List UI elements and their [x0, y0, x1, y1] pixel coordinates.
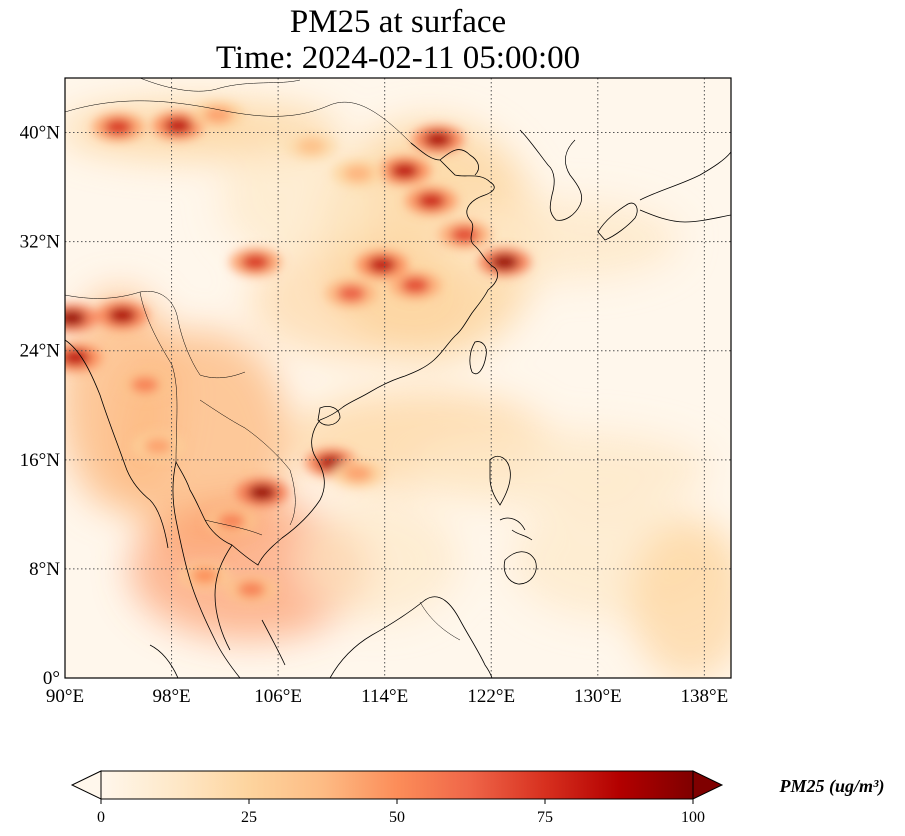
hainan-island — [317, 406, 341, 426]
longitude-tick-label: 114°E — [361, 686, 408, 707]
pm25-hotspot — [417, 192, 446, 209]
coastlines — [65, 129, 731, 678]
bohai-gulf — [439, 149, 480, 176]
pm25-hotspot — [130, 376, 159, 393]
colorbar-tick-label: 100 — [681, 809, 705, 826]
pm25-hotspot — [490, 254, 519, 271]
longitude-tick-label: 122°E — [467, 686, 515, 707]
latitude-tick-label: 40°N — [20, 123, 61, 144]
latitude-tick-label: 16°N — [20, 450, 61, 471]
colorbar-gradient — [100, 770, 694, 800]
korea-peninsula — [519, 129, 583, 221]
figure-title: PM25 at surface Time: 2024-02-11 05:00:0… — [65, 4, 731, 76]
country-borders — [65, 78, 461, 641]
pm25-hotspot — [108, 307, 137, 324]
pm25-hotspot — [248, 484, 277, 501]
colorbar-ticks: 0 25 50 75 100 — [97, 799, 705, 826]
bay-of-bengal-coast — [65, 339, 169, 549]
pm25-hotspot — [401, 277, 430, 294]
laos-vietnam-border — [199, 399, 296, 526]
pm25-hotspot — [344, 165, 373, 182]
colorbar-tick-label: 75 — [537, 809, 553, 826]
pm25-hotspot — [368, 256, 397, 273]
colorbar-tick-label: 50 — [389, 809, 405, 826]
latitude-tick-label: 32°N — [20, 232, 61, 253]
longitude-tick-label: 90°E — [46, 686, 84, 707]
latitude-tick-label: 0° — [43, 668, 60, 689]
longitude-axis: 90°E 98°E 106°E 114°E 122°E 130°E 138°E — [46, 686, 728, 707]
pm25-hotspot — [344, 465, 373, 482]
colorbar-tick-label: 25 — [241, 809, 257, 826]
pm25-hotspot — [297, 138, 326, 155]
pm25-hotspot — [241, 254, 270, 271]
cambodia-thai-border — [204, 519, 263, 536]
pm25-hotspot — [204, 106, 233, 123]
philippines-visayas — [499, 517, 533, 541]
colorbar-label: PM25 (ug/m³) — [779, 776, 885, 797]
taiwan-island — [469, 341, 487, 375]
philippines-luzon — [489, 456, 511, 506]
china-east-coastline — [319, 142, 499, 421]
gulf-of-thailand — [214, 544, 233, 651]
longitude-tick-label: 138°E — [681, 686, 729, 707]
pm25-hotspot — [65, 349, 90, 366]
sumatra-malay-coast — [149, 619, 286, 678]
borneo-coast — [329, 596, 493, 678]
latitude-tick-label: 24°N — [20, 341, 61, 362]
pm25-hotspot — [190, 567, 219, 584]
colorbar-extend-min — [70, 770, 102, 800]
pm25-hotspot — [104, 119, 133, 136]
pm25-hotspot — [144, 438, 173, 455]
indochina-coast — [172, 419, 325, 678]
pm25-hotspot — [423, 131, 452, 148]
pm25-field — [65, 100, 731, 678]
latitude-axis: 0° 8°N 16°N 24°N 32°N 40°N — [20, 123, 61, 689]
pm25-hotspot — [237, 581, 266, 598]
map-frame — [64, 77, 732, 679]
myanmar-border — [139, 291, 178, 463]
pm25-hotspot — [65, 310, 86, 326]
malaysia-border — [419, 601, 461, 641]
longitude-tick-label: 130°E — [574, 686, 622, 707]
pm25-hotspot-layer — [65, 100, 531, 604]
pm25-hotspot — [390, 162, 419, 179]
longitude-tick-label: 106°E — [254, 686, 302, 707]
graticule — [65, 78, 731, 678]
latitude-tick-label: 8°N — [29, 559, 60, 580]
pm25-hotspot — [337, 285, 366, 302]
colorbar: 0 25 50 75 100 PM25 (ug/m³) — [70, 770, 885, 826]
japan-kyushu — [597, 202, 638, 241]
longitude-tick-label: 98°E — [152, 686, 190, 707]
colorbar-extend-max — [692, 770, 724, 800]
china-mongolia-border — [65, 100, 412, 144]
pm25-hotspot — [450, 226, 479, 243]
title-line-1: PM25 at surface — [289, 4, 507, 40]
pm25-hotspot — [164, 117, 193, 134]
colorbar-tick-label: 0 — [97, 809, 105, 826]
pm25-hotspot — [217, 513, 246, 530]
philippines-mindanao — [503, 551, 537, 585]
mongolia-north-border — [139, 78, 301, 92]
himalaya-border — [65, 290, 246, 379]
japan-honshu — [639, 151, 731, 223]
title-line-2: Time: 2024-02-11 05:00:00 — [215, 40, 581, 76]
